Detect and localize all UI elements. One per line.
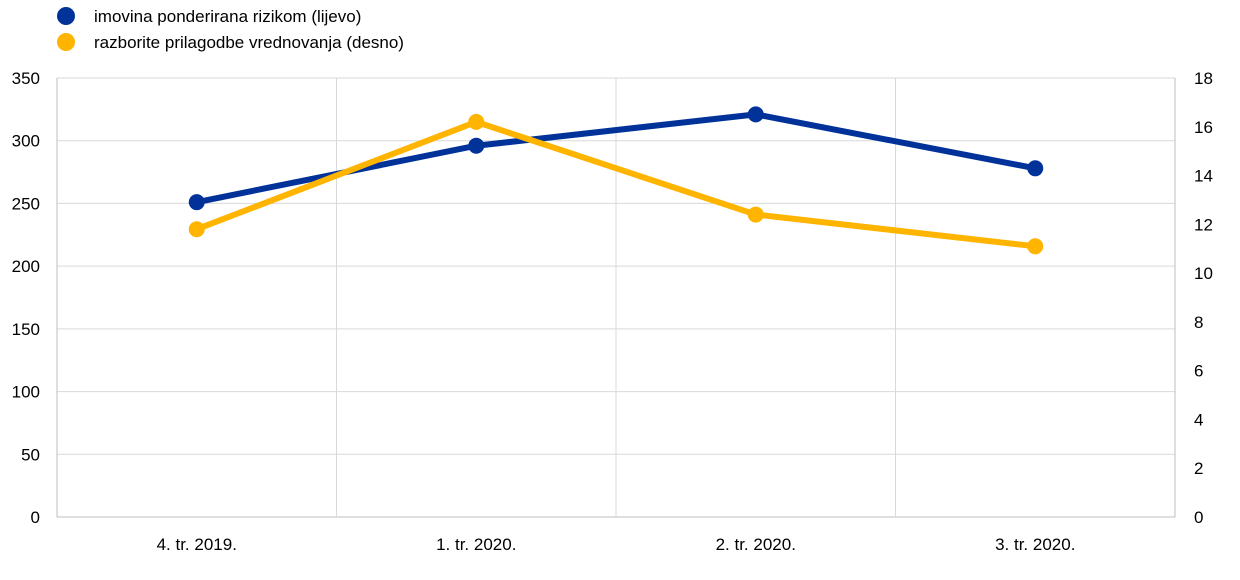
- right-y-tick-label: 12: [1194, 215, 1213, 234]
- series-line-2: [193, 118, 1039, 250]
- left-y-tick-label: 250: [12, 194, 40, 213]
- left-y-tick-label: 300: [12, 132, 40, 151]
- data-point-series-2: [1027, 238, 1044, 255]
- gridlines: [57, 77, 1175, 518]
- right-y-tick-label: 6: [1194, 362, 1203, 381]
- right-y-tick-label: 4: [1194, 410, 1203, 429]
- x-tick-label: 1. tr. 2020.: [436, 535, 516, 554]
- left-y-tick-label: 0: [31, 508, 40, 527]
- right-y-tick-label: 18: [1194, 69, 1213, 88]
- right-y-tick-label: 8: [1194, 313, 1203, 332]
- left-y-tick-label: 150: [12, 320, 40, 339]
- legend: imovina ponderirana rizikom (lijevo) razb…: [57, 7, 404, 52]
- x-tick-label: 4. tr. 2019.: [157, 535, 237, 554]
- x-tick-label: 3. tr. 2020.: [995, 535, 1075, 554]
- legend-marker-2: [57, 33, 75, 51]
- data-point-series-2: [188, 221, 205, 238]
- legend-label-1: imovina ponderirana rizikom (lijevo): [94, 7, 361, 26]
- data-point-series-1: [1027, 160, 1044, 177]
- left-y-tick-label: 50: [21, 445, 40, 464]
- data-point-series-1: [747, 106, 764, 123]
- left-y-tick-label: 100: [12, 383, 40, 402]
- left-y-tick-label: 200: [12, 257, 40, 276]
- data-point-series-1: [468, 137, 485, 154]
- data-point-series-2: [468, 113, 485, 130]
- right-y-tick-label: 0: [1194, 508, 1203, 527]
- right-y-tick-label: 10: [1194, 264, 1213, 283]
- right-y-tick-label: 2: [1194, 459, 1203, 478]
- x-tick-label: 2. tr. 2020.: [716, 535, 796, 554]
- axes: 0 50 100 150 200 250 300 350 0 2 4 6 8 10 12 14 16 18 4. t…: [12, 69, 1213, 554]
- right-y-tick-label: 14: [1194, 167, 1213, 186]
- legend-label-2: razborite prilagodbe vrednovanja (desno): [94, 33, 404, 52]
- right-y-tick-label: 16: [1194, 118, 1213, 137]
- data-point-series-2: [747, 206, 764, 223]
- legend-marker-1: [57, 7, 75, 25]
- data-point-series-1: [188, 194, 205, 211]
- series-layer: [188, 106, 1044, 255]
- left-y-tick-label: 350: [12, 69, 40, 88]
